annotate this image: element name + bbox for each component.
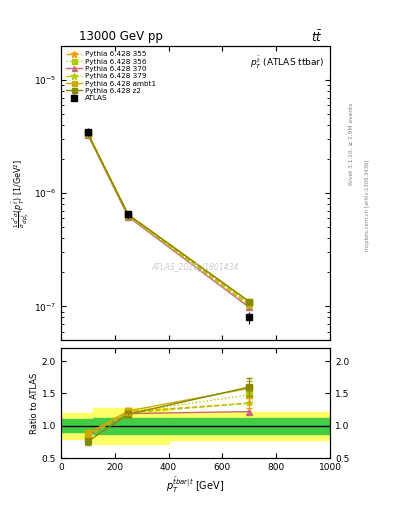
Pythia 6.428 370 [247,304,252,310]
Pythia 6.428 z2 [247,298,252,305]
Pythia 6.428 355 [86,131,90,137]
Pythia 6.428 z2 [86,131,90,137]
Line: Pythia 6.428 z2: Pythia 6.428 z2 [85,131,252,305]
Pythia 6.428 355 [247,301,252,307]
Pythia 6.428 355 [126,212,130,218]
Text: Rivet 3.1.10, ≥ 1.9M events: Rivet 3.1.10, ≥ 1.9M events [349,102,354,184]
Text: 13000 GeV pp: 13000 GeV pp [79,30,162,44]
Pythia 6.428 356 [86,131,90,137]
Pythia 6.428 356 [126,212,130,218]
Text: $t\bar{t}$: $t\bar{t}$ [311,29,322,45]
Y-axis label: Ratio to ATLAS: Ratio to ATLAS [30,373,39,434]
Legend: Pythia 6.428 355, Pythia 6.428 356, Pythia 6.428 370, Pythia 6.428 379, Pythia 6: Pythia 6.428 355, Pythia 6.428 356, Pyth… [64,50,157,103]
Line: Pythia 6.428 370: Pythia 6.428 370 [85,132,252,310]
X-axis label: $p^{\bar{t}bar|t}_T$ [GeV]: $p^{\bar{t}bar|t}_T$ [GeV] [167,475,224,495]
Pythia 6.428 379 [247,303,252,309]
Text: mcplots.cern.ch [arXiv:1306.3436]: mcplots.cern.ch [arXiv:1306.3436] [365,159,370,250]
Text: ATLAS_2020_I1801434: ATLAS_2020_I1801434 [152,262,239,271]
Pythia 6.428 379 [126,213,130,219]
Pythia 6.428 ambt1 [247,298,252,305]
Pythia 6.428 ambt1 [126,211,130,218]
Line: Pythia 6.428 356: Pythia 6.428 356 [85,131,252,307]
Line: Pythia 6.428 355: Pythia 6.428 355 [84,131,253,308]
Pythia 6.428 370 [86,132,90,138]
Pythia 6.428 ambt1 [86,130,90,136]
Line: Pythia 6.428 379: Pythia 6.428 379 [84,131,253,309]
Pythia 6.428 379 [86,131,90,137]
Pythia 6.428 356 [247,301,252,307]
Pythia 6.428 370 [126,214,130,220]
Pythia 6.428 z2 [126,212,130,218]
Line: Pythia 6.428 ambt1: Pythia 6.428 ambt1 [85,131,252,305]
Text: $p_T^{\bar{t}}$ (ATLAS ttbar): $p_T^{\bar{t}}$ (ATLAS ttbar) [250,55,325,71]
Y-axis label: $\frac{1}{\sigma}\frac{d^2\sigma}{dp_T^{\bar{t}}}(p_T^{\bar{t}})$ [1/GeV$^2$]: $\frac{1}{\sigma}\frac{d^2\sigma}{dp_T^{… [11,159,32,228]
